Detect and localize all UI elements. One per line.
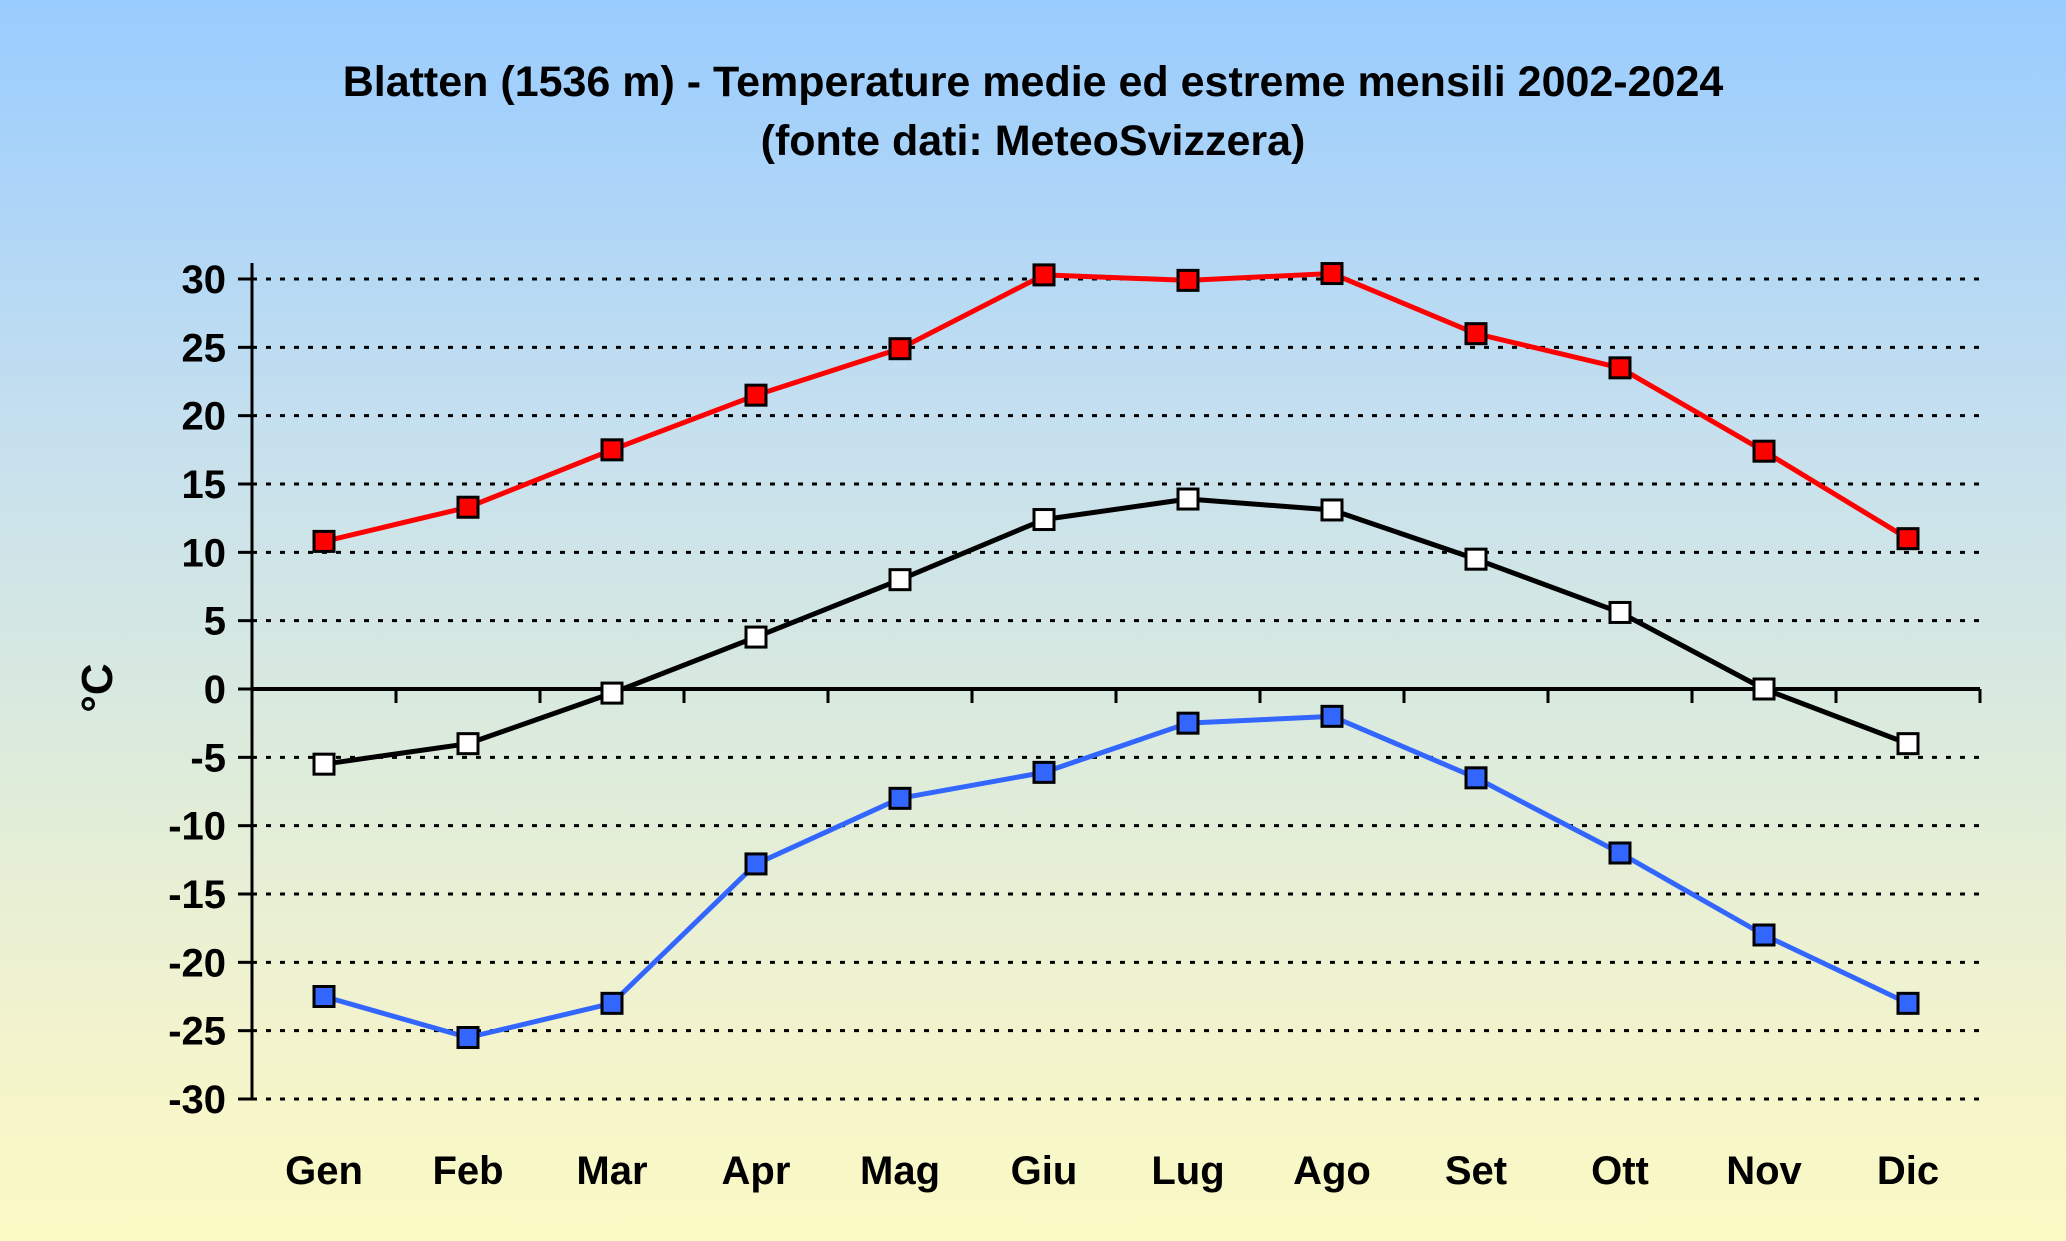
data-point: [600, 991, 624, 1015]
y-tick-label: 5: [204, 600, 226, 644]
x-tick-label: Lug: [1151, 1149, 1224, 1193]
data-point: [744, 625, 768, 649]
series: [312, 262, 1920, 1049]
data-point: [1608, 600, 1632, 624]
y-tick-label: -10: [168, 805, 226, 849]
data-point: [1896, 991, 1920, 1015]
series-line: [323, 496, 1909, 767]
data-point: [1032, 760, 1056, 784]
y-tick-label: 0: [204, 668, 226, 712]
data-point: [312, 985, 336, 1008]
data-point: [312, 752, 336, 776]
data-point: [1752, 677, 1776, 701]
y-tick-label: -25: [168, 1010, 226, 1054]
data-point: [456, 1026, 480, 1049]
series-1: [312, 487, 1920, 776]
y-tick-label: -5: [190, 736, 226, 780]
y-tick-label: 30: [182, 258, 227, 302]
x-tick-labels: Gen Feb Mar Apr Mag Giu Lug Ago Set Ott Nov Dic: [285, 1149, 1939, 1193]
y-tick-label: -30: [168, 1078, 226, 1122]
data-point: [888, 337, 912, 361]
y-tick-labels: -30 -25 -20 -15 -10 -5 0 5 10 15 20 25 30: [168, 258, 226, 1122]
data-point: [1032, 508, 1056, 532]
data-point: [1320, 704, 1344, 728]
data-point: [744, 383, 768, 407]
x-tick-label: Ott: [1591, 1149, 1649, 1193]
data-point: [600, 438, 624, 462]
x-tick-label: Gen: [285, 1149, 363, 1193]
data-point: [1176, 487, 1200, 511]
data-point: [600, 681, 624, 705]
data-point: [456, 495, 480, 519]
data-point: [888, 568, 912, 592]
x-tick-label: Feb: [432, 1149, 503, 1193]
x-tick-label: Mar: [576, 1149, 647, 1193]
series-line: [323, 713, 1910, 1040]
data-point: [744, 852, 768, 876]
y-tick-label: 25: [182, 326, 227, 370]
data-point: [1464, 547, 1488, 571]
y-tick-label: 20: [182, 395, 227, 439]
x-tick-label: Mag: [860, 1149, 940, 1193]
data-point: [1320, 498, 1344, 522]
x-tick-label: Giu: [1011, 1149, 1078, 1193]
data-point: [1752, 923, 1776, 947]
chart-title: Blatten (1536 m) - Temperature medie ed …: [343, 58, 1724, 106]
x-tick-label: Ago: [1293, 1149, 1371, 1193]
series-line: [323, 271, 1910, 544]
series-2: [312, 704, 1920, 1049]
data-point: [312, 529, 336, 553]
data-point: [1464, 766, 1488, 790]
data-point: [1176, 711, 1200, 735]
data-point: [1464, 322, 1488, 346]
series-0: [312, 262, 1920, 553]
data-point: [1176, 268, 1200, 292]
axes: [238, 263, 1982, 1101]
x-tick-label: Nov: [1726, 1149, 1802, 1193]
data-point: [456, 732, 480, 756]
y-tick-label: 10: [182, 531, 227, 575]
x-tick-label: Dic: [1877, 1149, 1939, 1193]
data-point: [1032, 263, 1056, 287]
y-tick-label: -15: [168, 873, 226, 917]
x-tick-label: Apr: [722, 1149, 791, 1193]
data-point: [1608, 841, 1632, 865]
x-tick-label: Set: [1445, 1149, 1507, 1193]
y-tick-label: -20: [168, 941, 226, 985]
y-tick-label: 15: [182, 463, 227, 507]
data-point: [888, 786, 912, 810]
data-point: [1752, 439, 1776, 463]
data-point: [1896, 732, 1920, 756]
chart-subtitle: (fonte dati: MeteoSvizzera): [761, 117, 1306, 165]
data-point: [1320, 262, 1344, 286]
data-point: [1608, 356, 1632, 380]
y-axis-label: °C: [73, 663, 122, 712]
data-point: [1896, 527, 1920, 551]
